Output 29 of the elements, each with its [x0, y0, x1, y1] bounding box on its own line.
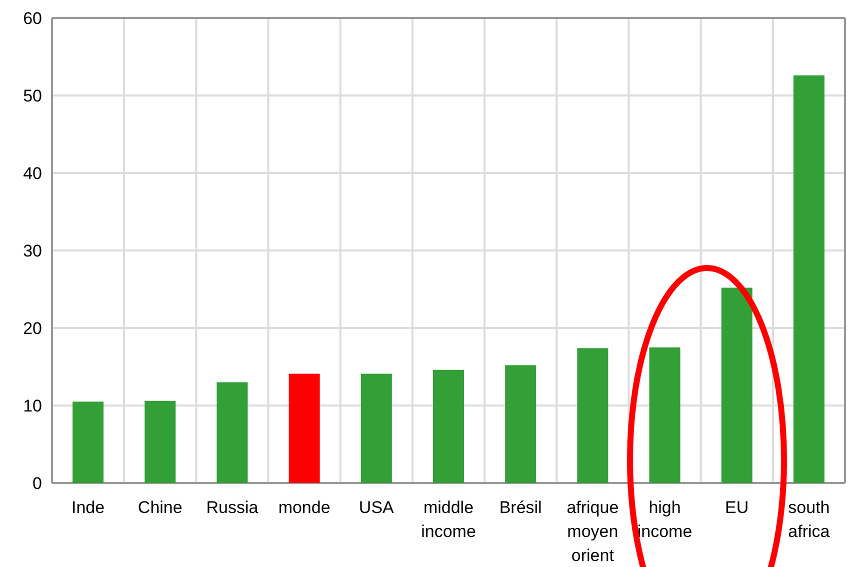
y-tick-label: 50 — [23, 86, 42, 106]
x-tick-label: EU — [725, 498, 749, 517]
bar — [144, 400, 176, 483]
bar — [505, 365, 536, 483]
y-tick-label: 10 — [23, 396, 42, 416]
x-tick-label: Brésil — [499, 498, 542, 517]
x-tick-label: afrique moyen orient — [566, 498, 619, 565]
y-tick-label: 40 — [23, 164, 42, 183]
x-tick-label: south africa — [788, 498, 830, 541]
x-tick-label: Chine — [138, 498, 182, 517]
x-tick-label: Inde — [72, 498, 105, 517]
x-tick-label: Russia — [206, 498, 259, 517]
x-tick-label: high income — [637, 498, 692, 541]
bar — [793, 75, 824, 483]
x-tick-label: middle income — [421, 498, 476, 541]
y-tick-label: 20 — [23, 318, 42, 338]
y-tick-label: 60 — [23, 8, 42, 28]
bar — [577, 348, 608, 483]
bar — [721, 288, 752, 483]
bar — [72, 402, 104, 483]
y-tick-label: 0 — [32, 474, 42, 493]
bar — [649, 347, 680, 483]
x-tick-label: monde — [278, 498, 330, 517]
x-tick-label: USA — [358, 498, 395, 517]
bar — [288, 374, 320, 483]
bar — [433, 370, 464, 483]
bar — [216, 382, 248, 483]
y-tick-label: 30 — [23, 241, 42, 260]
bar — [360, 374, 392, 483]
